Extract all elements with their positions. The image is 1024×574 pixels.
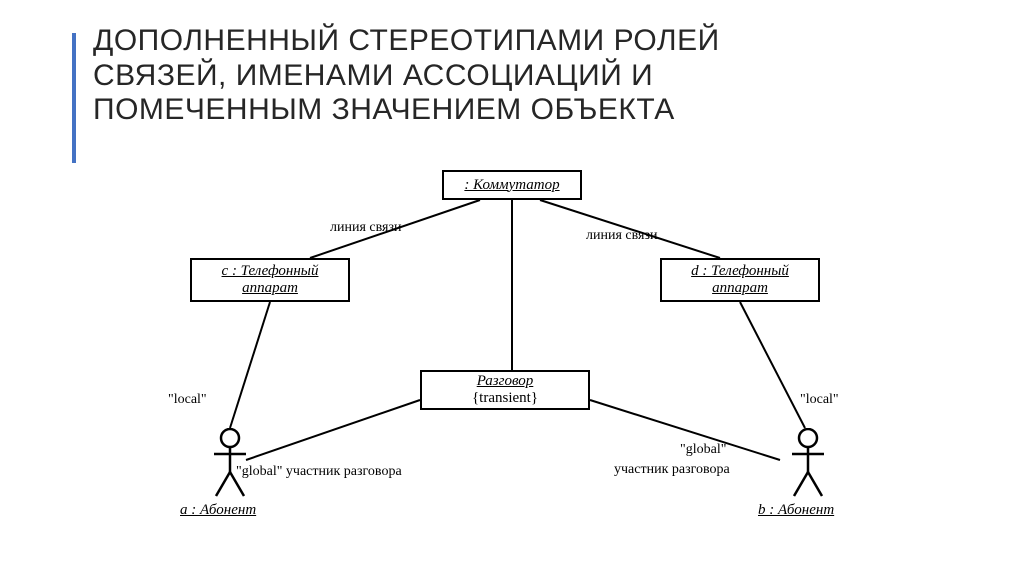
edge [246, 400, 420, 460]
edge-label: линия связи [586, 228, 658, 244]
actor-b-icon [790, 428, 826, 498]
node-talk: Разговор {transient} [420, 370, 590, 410]
accent-bar [72, 33, 76, 163]
edge [230, 302, 270, 428]
uml-diagram: : Коммутатор c : Телефонный аппарат d : … [120, 170, 904, 550]
node-phone-c-line1: c : Телефонный [222, 263, 319, 280]
node-talk-line1: Разговор [477, 373, 534, 390]
node-phone-c-line2: аппарат [242, 280, 298, 297]
node-talk-line2: {transient} [472, 390, 538, 407]
edge [740, 302, 805, 428]
node-switch-label: : Коммутатор [464, 177, 559, 194]
actor-a-label: a : Абонент [180, 502, 256, 519]
edge-label: линия связи [330, 220, 402, 236]
slide: ДОПОЛНЕННЫЙ СТЕРЕОТИПАМИ РОЛЕЙ СВЯЗЕЙ, И… [0, 0, 1024, 574]
edge-label: участник разговора [614, 462, 730, 478]
node-phone-c: c : Телефонный аппарат [190, 258, 350, 302]
actor-a-icon [212, 428, 248, 498]
edge-label: "local" [800, 392, 839, 408]
slide-title: ДОПОЛНЕННЫЙ СТЕРЕОТИПАМИ РОЛЕЙ СВЯЗЕЙ, И… [93, 24, 813, 128]
node-phone-d-line1: d : Телефонный [691, 263, 789, 280]
node-phone-d: d : Телефонный аппарат [660, 258, 820, 302]
edge-label: "local" [168, 392, 207, 408]
node-switch: : Коммутатор [442, 170, 582, 200]
actor-b-label: b : Абонент [758, 502, 834, 519]
edge-label: "global" [680, 442, 726, 458]
node-phone-d-line2: аппарат [712, 280, 768, 297]
edge-label: "global" участник разговора [236, 464, 402, 480]
